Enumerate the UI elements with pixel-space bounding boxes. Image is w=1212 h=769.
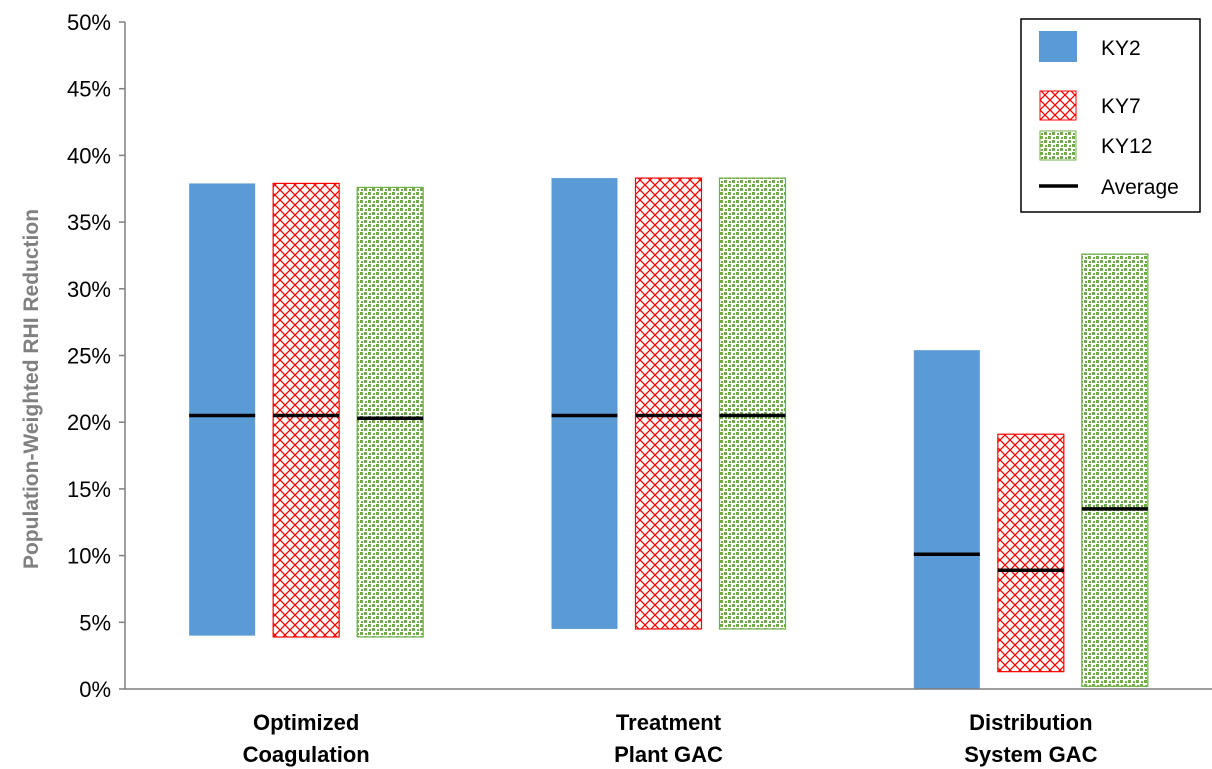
legend-label-average: Average [1101, 176, 1179, 199]
legend-swatch-ky7 [1039, 90, 1077, 121]
y-tick-label: 0% [79, 677, 111, 702]
bar-ky7 [272, 182, 340, 638]
y-tick-label: 30% [67, 277, 111, 302]
y-axis-ticks: 0% 5% 10% 15% 20% 25% 30% 35% 40% 45% 50% [67, 10, 126, 702]
y-tick-label: 25% [67, 344, 111, 369]
x-category-label: Coagulation [243, 742, 370, 767]
legend-swatch-ky12 [1039, 130, 1077, 161]
bar-ky2 [551, 178, 618, 629]
y-tick-label: 45% [67, 77, 111, 102]
legend: KY2 KY7 KY12 Average [1020, 18, 1201, 213]
bar-ky2 [913, 350, 980, 689]
x-category-label: Distribution [969, 710, 1092, 735]
bar-ky2 [189, 183, 256, 636]
x-category-label: Optimized [253, 710, 359, 735]
legend-label-ky12: KY12 [1101, 135, 1152, 158]
y-tick-label: 15% [67, 477, 111, 502]
legend-label-ky2: KY2 [1101, 37, 1141, 60]
y-tick-label: 50% [67, 10, 111, 35]
bar-ky7 [634, 177, 703, 630]
y-tick-label: 40% [67, 143, 111, 168]
bar-ky12 [718, 177, 787, 630]
x-axis-labels: Optimized Coagulation Treatment Plant GAC Di… [243, 710, 1098, 767]
x-category-label: Plant GAC [614, 742, 723, 767]
bar-ky12 [1081, 253, 1149, 687]
y-tick-label: 20% [67, 410, 111, 435]
legend-swatch-ky2 [1039, 31, 1077, 62]
y-tick-label: 5% [79, 610, 111, 635]
bars [189, 177, 1149, 689]
bar-ky7 [997, 433, 1065, 673]
bar-ky12 [356, 186, 424, 638]
legend-label-ky7: KY7 [1101, 95, 1141, 118]
y-axis-label: Population-Weighted RHI Reduction [20, 209, 43, 569]
x-category-label: System GAC [964, 742, 1097, 767]
y-tick-label: 35% [67, 210, 111, 235]
y-tick-label: 10% [67, 544, 111, 569]
x-category-label: Treatment [616, 710, 722, 735]
